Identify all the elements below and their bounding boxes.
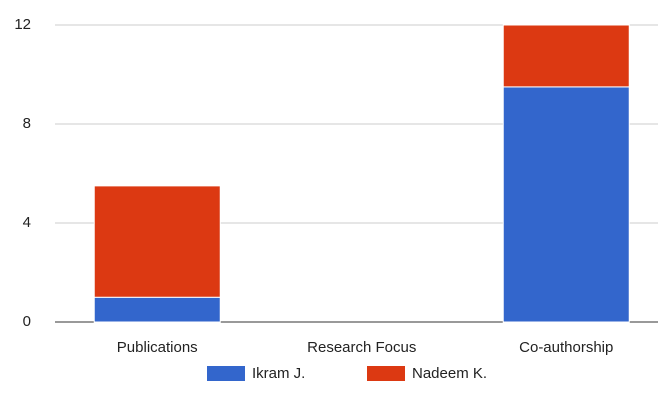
y-tick-label: 12	[14, 16, 31, 33]
bar	[93, 185, 221, 298]
legend-label: Ikram J.	[252, 365, 305, 382]
bar	[502, 24, 630, 88]
y-tick-label: 8	[23, 115, 31, 132]
x-tick-label: Co-authorship	[519, 339, 613, 356]
legend-label: Nadeem K.	[412, 365, 487, 382]
bar	[502, 86, 630, 323]
bar	[93, 296, 221, 323]
x-tick-label: Research Focus	[307, 339, 416, 356]
x-tick-label: Publications	[117, 339, 198, 356]
y-tick-label: 4	[23, 214, 31, 231]
y-tick-label: 0	[23, 313, 31, 330]
legend-swatch	[367, 366, 405, 381]
legend-swatch	[207, 366, 245, 381]
